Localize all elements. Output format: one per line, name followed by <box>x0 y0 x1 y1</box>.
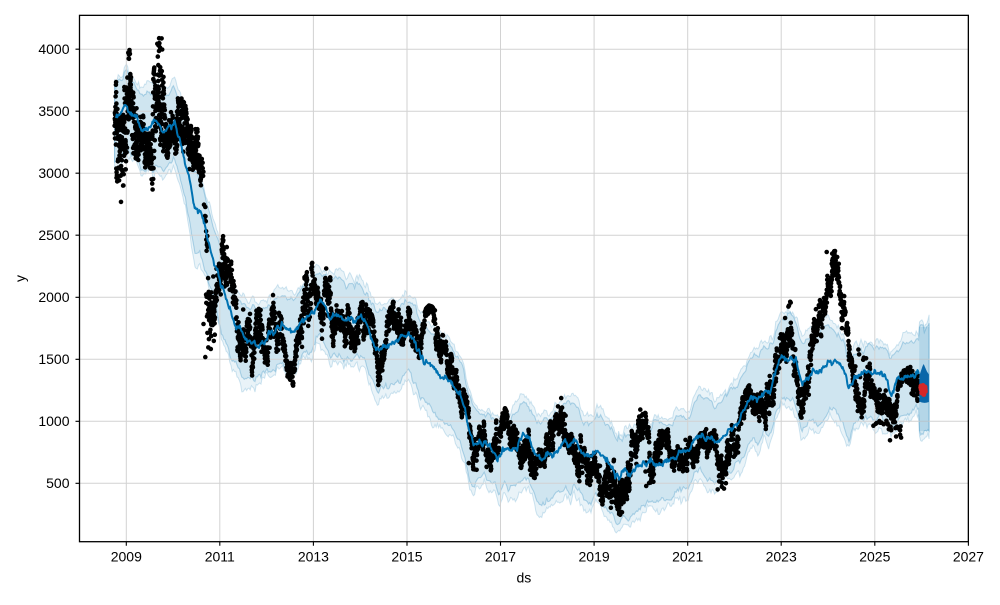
svg-text:2500: 2500 <box>38 227 69 243</box>
svg-text:2021: 2021 <box>672 549 703 565</box>
svg-text:2019: 2019 <box>579 549 610 565</box>
svg-text:y: y <box>12 275 28 282</box>
svg-text:1500: 1500 <box>38 351 69 367</box>
svg-text:2009: 2009 <box>111 549 142 565</box>
svg-text:2017: 2017 <box>485 549 516 565</box>
svg-text:2015: 2015 <box>391 549 422 565</box>
svg-text:2023: 2023 <box>766 549 797 565</box>
svg-text:2027: 2027 <box>953 549 984 565</box>
svg-text:ds: ds <box>517 570 532 586</box>
svg-text:4000: 4000 <box>38 41 69 57</box>
svg-text:1000: 1000 <box>38 413 69 429</box>
svg-text:2013: 2013 <box>298 549 329 565</box>
svg-text:500: 500 <box>46 475 70 491</box>
svg-text:2025: 2025 <box>859 549 890 565</box>
svg-text:3500: 3500 <box>38 103 69 119</box>
svg-text:2000: 2000 <box>38 289 69 305</box>
svg-text:3000: 3000 <box>38 165 69 181</box>
svg-text:2011: 2011 <box>205 549 235 565</box>
